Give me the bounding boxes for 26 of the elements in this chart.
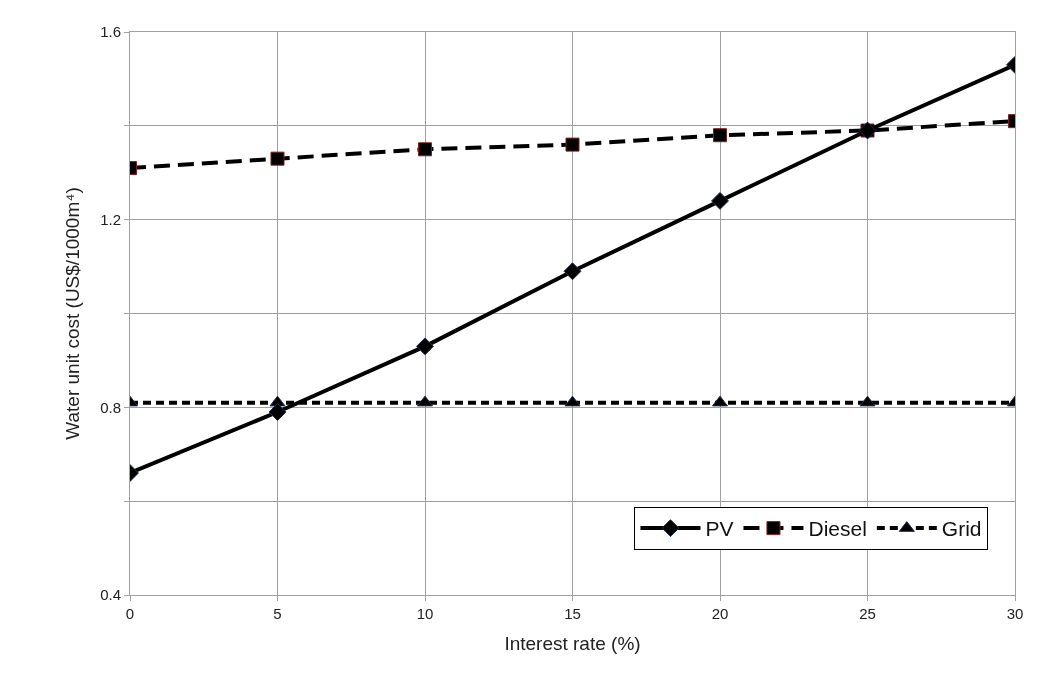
point <box>270 151 285 166</box>
x-tick-label: 15 <box>564 605 581 622</box>
legend-label: Diesel <box>808 517 867 541</box>
point <box>711 191 729 210</box>
point <box>416 337 434 356</box>
x-tick-label: 20 <box>711 605 729 622</box>
x-tick-label: 30 <box>1006 605 1024 622</box>
point <box>563 262 582 281</box>
x-tick-label: 25 <box>859 605 876 622</box>
point <box>859 395 876 407</box>
legend-label: PV <box>705 517 734 541</box>
point <box>713 128 727 143</box>
y-tick-label: 0.4 <box>100 586 121 604</box>
point <box>565 137 580 152</box>
legend-label: Grid <box>941 517 982 541</box>
x-axis-title: Interest rate (%) <box>504 632 641 654</box>
y-tick-label: 0.8 <box>100 398 121 416</box>
y-axis-title: Water unit cost (US$/1000m⁴) <box>61 187 83 440</box>
x-tick-label: 10 <box>416 605 434 622</box>
point <box>564 395 581 407</box>
x-tick-label: 0 <box>125 605 135 622</box>
point <box>418 142 432 157</box>
y-tick-label: 1.2 <box>100 210 121 228</box>
y-tick-label: 1.6 <box>100 23 121 41</box>
point <box>268 403 287 421</box>
x-tick-label: 5 <box>273 605 282 622</box>
